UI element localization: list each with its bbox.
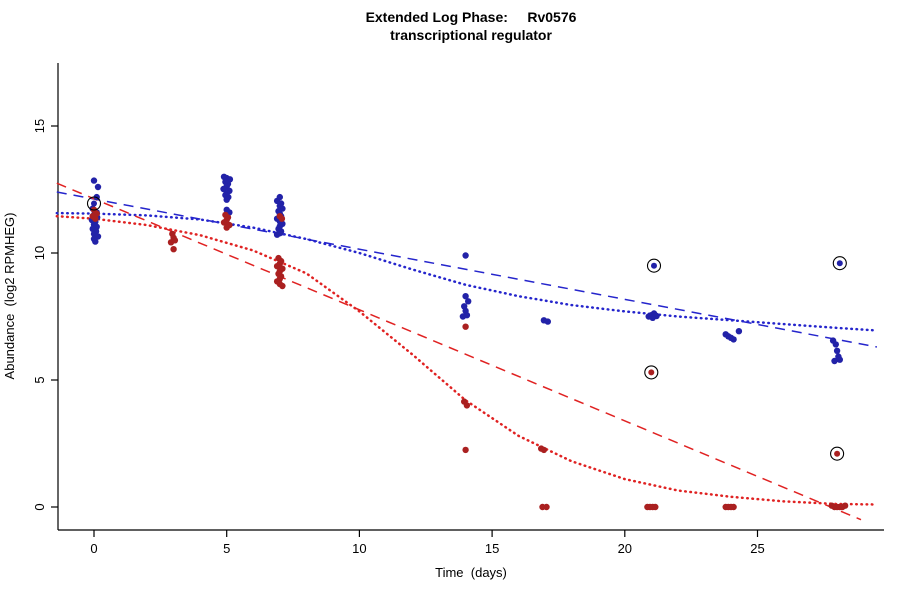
blue-point <box>836 356 843 363</box>
red-point <box>278 215 286 222</box>
y-tick-label: 10 <box>32 246 47 260</box>
outlier-circle-icon <box>832 256 847 271</box>
red-point <box>167 239 175 246</box>
red-dashed-fit <box>56 182 862 521</box>
x-tick-label: 25 <box>750 541 764 556</box>
red-point <box>462 323 469 330</box>
red-point <box>279 282 286 290</box>
blue-point <box>462 293 469 300</box>
y-tick-label: 0 <box>32 503 47 510</box>
circled-point-dot <box>836 260 843 267</box>
blue-dashed-fit <box>56 191 878 348</box>
data-points <box>88 173 849 511</box>
chart-title-line1: Extended Log Phase: Rv0576 <box>366 9 577 25</box>
outlier-circle-icon <box>86 196 102 211</box>
x-tick-label: 0 <box>90 541 97 556</box>
outlier-circle-icon <box>644 365 659 380</box>
circled-point-dot <box>834 450 841 457</box>
outlier-circled-points <box>86 196 847 461</box>
red-point <box>463 402 471 409</box>
axes: 0 5 10 15 20 25 0 5 10 15 <box>32 63 884 556</box>
blue-point <box>544 318 551 325</box>
blue-point <box>730 336 737 343</box>
red-point <box>652 503 659 511</box>
x-tick-label: 10 <box>352 541 366 556</box>
blue-point <box>649 314 656 321</box>
blue-point <box>94 183 102 191</box>
x-tick-label: 20 <box>618 541 632 556</box>
blue-point <box>459 313 467 320</box>
red-point <box>543 503 550 511</box>
circled-point-dot <box>651 262 657 269</box>
x-axis-label: Time (days) <box>435 565 507 580</box>
outlier-circle-icon <box>830 446 845 461</box>
y-tick-label: 15 <box>32 119 47 133</box>
blue-dotted-fit <box>55 211 879 332</box>
blue-point <box>833 347 841 354</box>
x-tick-label: 15 <box>485 541 499 556</box>
y-tick-label: 5 <box>32 376 47 383</box>
circled-point-dot <box>648 369 655 376</box>
circled-point-dot <box>91 200 97 207</box>
red-point <box>540 446 548 454</box>
fit-curves <box>55 182 879 521</box>
blue-point <box>90 177 98 184</box>
blue-point <box>465 298 472 305</box>
red-point <box>92 215 99 222</box>
blue-point <box>223 196 230 203</box>
outlier-circle-icon <box>646 258 662 273</box>
red-point <box>273 263 281 270</box>
blue-point <box>273 231 281 238</box>
y-axis-label: Abundance (log2 RPMHEG) <box>2 213 17 380</box>
blue-point <box>832 341 839 348</box>
red-point <box>730 503 737 511</box>
blue-point <box>735 328 743 335</box>
red-dotted-fit <box>55 214 879 506</box>
blue-point <box>462 252 469 259</box>
red-point <box>462 446 469 454</box>
red-point <box>170 246 177 253</box>
chart-title-line2: transcriptional regulator <box>390 27 552 43</box>
blue-point <box>92 238 99 245</box>
red-point <box>220 219 228 226</box>
red-point <box>223 224 230 231</box>
red-point <box>841 502 849 509</box>
blue-point <box>831 357 838 365</box>
x-tick-label: 5 <box>223 541 230 556</box>
